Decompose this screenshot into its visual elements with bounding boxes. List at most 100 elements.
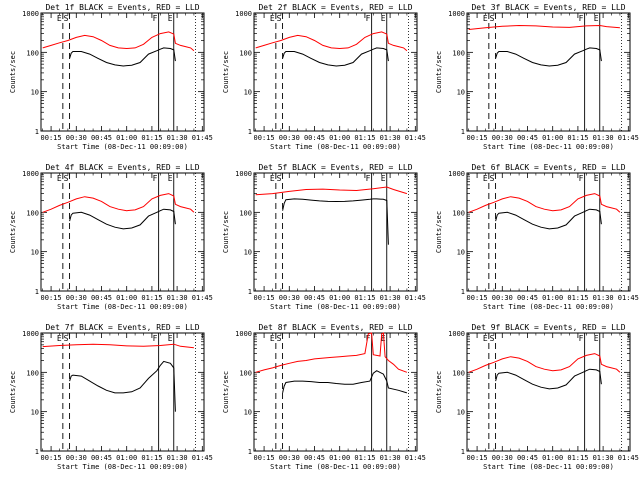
y-axis-label: Counts/sec	[9, 51, 17, 93]
x-tick-label: 00:15	[41, 134, 62, 142]
marker-label: S	[490, 334, 495, 343]
y-axis-label: Counts/sec	[222, 211, 230, 253]
marker-label: E	[381, 14, 386, 23]
plot-frame	[253, 332, 418, 452]
y-axis-label: Counts/sec	[435, 371, 443, 413]
x-tick-label: 01:30	[380, 454, 401, 462]
y-tick-label: 1000	[235, 330, 252, 338]
marker-label: S	[64, 14, 69, 23]
x-tick-label: 00:30	[66, 134, 87, 142]
panel: Det 1f BLACK = Events, RED = LLD 1 10 100 10…	[9, 3, 213, 151]
x-tick-label: 01:30	[593, 454, 614, 462]
marker-label: E	[594, 14, 599, 23]
x-axis-label: Start Time (08-Dec-11 00:09:00)	[57, 303, 188, 311]
marker-label: E	[381, 334, 386, 343]
x-tick-label: 00:15	[254, 454, 275, 462]
marker-label: E	[483, 334, 488, 343]
x-tick-label: 01:45	[618, 134, 639, 142]
x-axis-label: Start Time (08-Dec-11 00:09:00)	[270, 143, 401, 151]
y-tick-label: 1	[461, 448, 465, 456]
x-tick-label: 01:30	[167, 454, 188, 462]
x-axis-label: Start Time (08-Dec-11 00:09:00)	[270, 463, 401, 471]
marker-label: F	[153, 14, 158, 23]
lld-series-line	[468, 193, 621, 213]
marker-label: S	[277, 334, 282, 343]
lld-series-line	[42, 31, 195, 52]
x-tick-label: 01:00	[116, 294, 137, 302]
y-axis-label: Counts/sec	[435, 211, 443, 253]
x-tick-label: 01:00	[116, 134, 137, 142]
y-tick-label: 10	[31, 409, 39, 417]
marker-label: E	[270, 14, 275, 23]
x-tick-label: 01:30	[167, 134, 188, 142]
marker-label: S	[490, 174, 495, 183]
x-tick-label: 00:15	[467, 294, 488, 302]
events-series-line	[282, 198, 389, 245]
y-axis-label: Counts/sec	[9, 211, 17, 253]
y-tick-label: 10	[457, 89, 465, 97]
y-tick-label: 1000	[448, 170, 465, 178]
x-tick-label: 00:15	[254, 134, 275, 142]
panel: Det 7f BLACK = Events, RED = LLD 1 10 100 10…	[9, 323, 213, 471]
y-tick-label: 100	[239, 49, 252, 57]
panel: Det 8f BLACK = Events, RED = LLD 1 10 100 10…	[222, 323, 426, 471]
y-tick-label: 100	[452, 209, 465, 217]
x-tick-label: 00:45	[91, 134, 112, 142]
x-tick-label: 01:30	[593, 294, 614, 302]
lld-series-line	[468, 24, 620, 30]
marker-label: E	[168, 334, 173, 343]
events-series-line	[495, 368, 602, 390]
events-series-line	[495, 47, 602, 67]
x-tick-label: 01:30	[593, 134, 614, 142]
x-tick-label: 00:45	[517, 454, 538, 462]
x-axis-label: Start Time (08-Dec-11 00:09:00)	[483, 143, 614, 151]
panel-title: Det 1f BLACK = Events, RED = LLD	[45, 3, 199, 12]
x-tick-label: 00:15	[41, 294, 62, 302]
x-tick-label: 00:45	[304, 294, 325, 302]
x-tick-label: 00:30	[279, 454, 300, 462]
plot-frame	[40, 332, 205, 452]
x-tick-label: 00:15	[467, 134, 488, 142]
marker-label: F	[579, 174, 584, 183]
lld-series-line	[255, 332, 408, 373]
x-tick-label: 00:45	[517, 134, 538, 142]
events-series-line	[69, 208, 176, 230]
y-tick-label: 100	[452, 369, 465, 377]
y-tick-label: 10	[457, 409, 465, 417]
panel-title: Det 2f BLACK = Events, RED = LLD	[258, 3, 412, 12]
x-tick-label: 01:15	[354, 294, 375, 302]
marker-label: E	[57, 334, 62, 343]
y-axis-label: Counts/sec	[222, 371, 230, 413]
marker-label: E	[270, 334, 275, 343]
marker-label: E	[483, 174, 488, 183]
x-tick-label: 01:30	[167, 294, 188, 302]
x-axis-label: Start Time (08-Dec-11 00:09:00)	[483, 463, 614, 471]
x-tick-label: 01:15	[567, 294, 588, 302]
plot-frame	[40, 12, 205, 132]
x-tick-label: 01:00	[542, 134, 563, 142]
y-tick-label: 1000	[22, 10, 39, 18]
marker-label: F	[366, 334, 371, 343]
y-tick-label: 1	[35, 448, 39, 456]
marker-label: E	[57, 174, 62, 183]
x-axis-label: Start Time (08-Dec-11 00:09:00)	[57, 463, 188, 471]
marker-label: E	[168, 174, 173, 183]
x-tick-label: 00:15	[254, 294, 275, 302]
lld-series-line	[42, 193, 195, 213]
panel: Det 3f BLACK = Events, RED = LLD 1 10 100 10…	[435, 3, 639, 151]
panel-title: Det 5f BLACK = Events, RED = LLD	[258, 163, 412, 172]
x-tick-label: 00:30	[66, 454, 87, 462]
x-tick-label: 00:45	[91, 294, 112, 302]
x-tick-label: 01:15	[567, 134, 588, 142]
y-tick-label: 100	[239, 369, 252, 377]
marker-label: S	[64, 174, 69, 183]
y-tick-label: 1000	[235, 170, 252, 178]
panel-title: Det 4f BLACK = Events, RED = LLD	[45, 163, 199, 172]
x-tick-label: 01:00	[329, 454, 350, 462]
plot-frame	[466, 12, 631, 132]
x-tick-label: 01:45	[405, 134, 426, 142]
events-series-line	[69, 360, 176, 412]
y-tick-label: 1	[461, 288, 465, 296]
marker-label: F	[153, 334, 158, 343]
y-axis-label: Counts/sec	[9, 371, 17, 413]
